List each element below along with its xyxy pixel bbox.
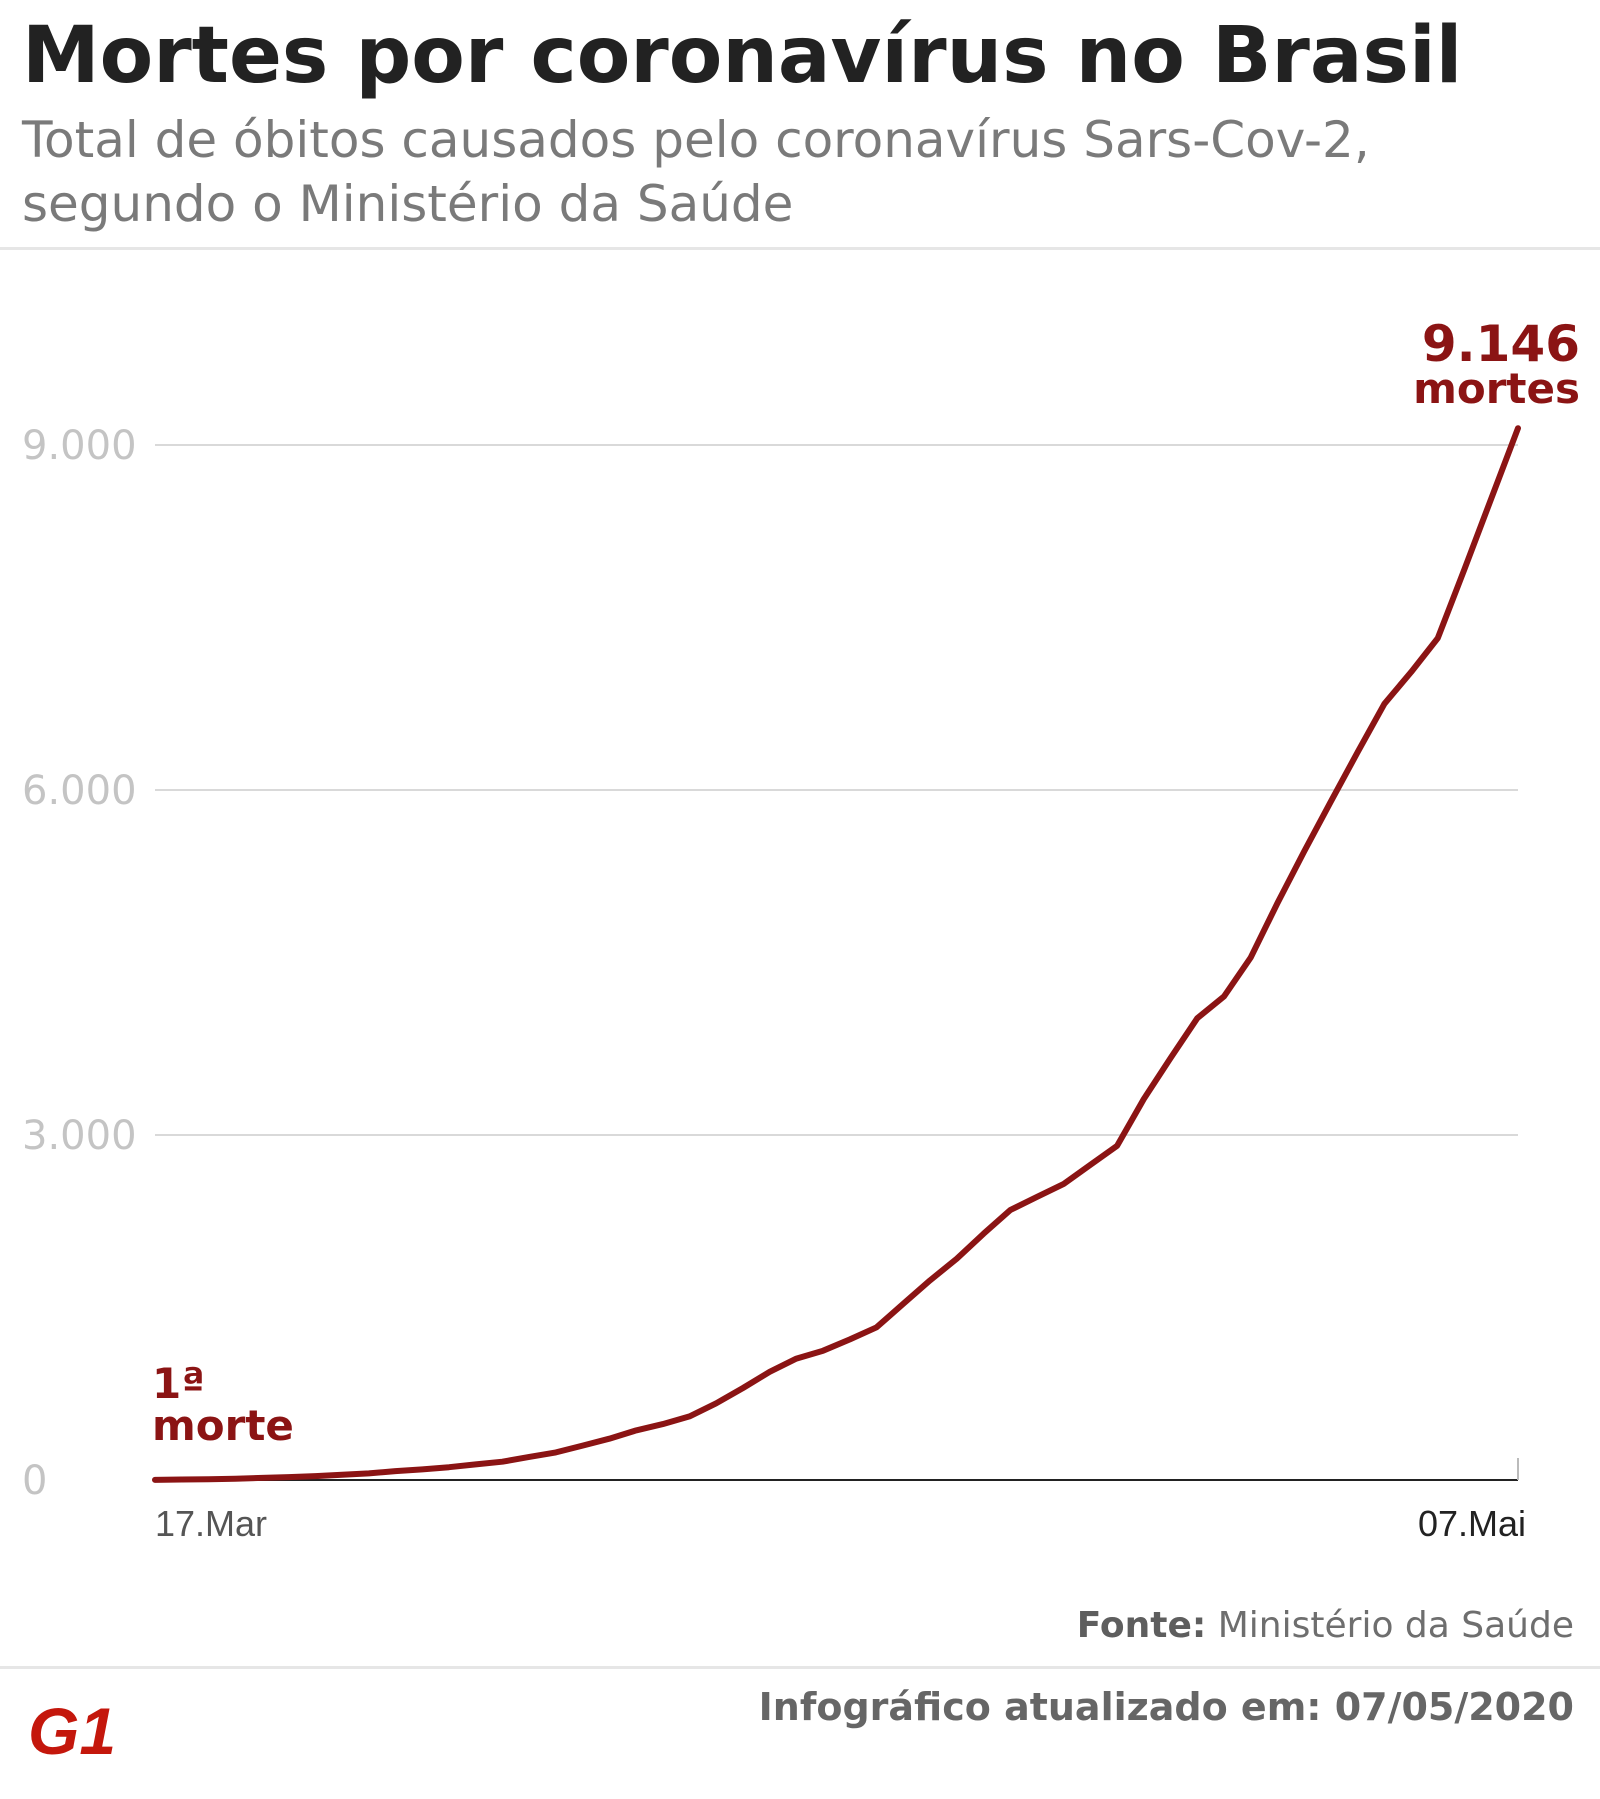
- source-note: Fonte: Ministério da Saúde: [1077, 1605, 1574, 1646]
- data-point: [1276, 901, 1279, 905]
- data-point: [768, 1370, 772, 1374]
- data-point: [982, 1232, 985, 1236]
- header-divider: [0, 247, 1600, 250]
- data-point: [1409, 670, 1413, 674]
- source-text: Ministério da Saúde: [1206, 1605, 1574, 1646]
- chart-subtitle: Total de óbitos causados pelo coronavíru…: [22, 111, 1370, 233]
- data-point: [1008, 1208, 1012, 1212]
- source-label: Fonte:: [1076, 1605, 1207, 1646]
- data-point: [287, 1475, 291, 1479]
- data-point: [875, 1325, 879, 1329]
- data-point: [340, 1473, 344, 1477]
- data-point: [661, 1422, 665, 1426]
- data-point: [1516, 426, 1520, 430]
- series-line: [152, 425, 1521, 1483]
- y-tick-label: 3.000: [22, 1113, 137, 1159]
- data-point: [153, 1478, 157, 1482]
- data-point: [1062, 1182, 1066, 1186]
- data-point: [1115, 1144, 1119, 1148]
- data-point: [1195, 1016, 1199, 1020]
- latest-total-value-label: 9.146: [1422, 315, 1580, 373]
- data-point: [233, 1477, 237, 1481]
- grid-lines: [155, 444, 1519, 1481]
- data-point: [260, 1476, 264, 1480]
- data-point: [394, 1469, 397, 1473]
- data-point: [1142, 1097, 1146, 1101]
- updated-note: Infográfico atualizado em: 07/05/2020: [758, 1685, 1574, 1729]
- g1-logo: G1: [28, 1698, 116, 1760]
- data-point: [901, 1302, 905, 1306]
- data-point: [527, 1455, 531, 1459]
- data-point: [688, 1414, 691, 1418]
- x-tick-label: 07.Mai: [1418, 1503, 1526, 1544]
- data-point: [1302, 849, 1306, 853]
- data-point: [794, 1357, 798, 1361]
- data-point: [1088, 1163, 1092, 1167]
- data-point: [1489, 496, 1493, 500]
- data-point: [420, 1467, 424, 1471]
- series-layer: [152, 425, 1521, 1483]
- footer-divider: [0, 1666, 1600, 1669]
- data-point: [447, 1465, 451, 1469]
- data-point: [634, 1428, 638, 1432]
- y-tick-label: 9.000: [22, 423, 137, 469]
- data-point: [741, 1386, 745, 1390]
- y-axis-tick-labels: 0 3.000 6.000 9.000: [22, 423, 137, 1504]
- data-point: [607, 1437, 611, 1441]
- data-point: [1329, 799, 1333, 803]
- data-point: [367, 1471, 371, 1475]
- data-point: [554, 1450, 558, 1454]
- g1-logo-text: G1: [28, 1698, 116, 1760]
- data-point: [1222, 994, 1226, 998]
- y-tick-label: 6.000: [22, 768, 137, 814]
- data-point: [313, 1474, 317, 1478]
- data-point: [1035, 1195, 1039, 1199]
- chart-title: Mortes por coronavírus no Brasil: [22, 11, 1463, 101]
- x-axis-tick-labels: 17.Mar 07.Mai: [155, 1503, 1526, 1544]
- data-point: [955, 1257, 959, 1261]
- data-point: [1169, 1056, 1173, 1060]
- x-tick-label: 17.Mar: [155, 1503, 267, 1544]
- data-point: [1382, 702, 1386, 706]
- first-death-value-label: 1ª: [152, 1359, 205, 1408]
- data-point: [500, 1460, 504, 1464]
- data-point: [821, 1349, 825, 1353]
- data-point: [207, 1477, 210, 1481]
- data-point: [581, 1444, 585, 1448]
- data-point: [1463, 567, 1466, 571]
- data-point: [1436, 636, 1440, 640]
- data-point: [928, 1278, 932, 1282]
- data-point: [1356, 750, 1360, 754]
- y-tick-label: 0: [22, 1458, 47, 1504]
- data-point: [474, 1462, 478, 1466]
- latest-total-text-label: mortes: [1413, 364, 1580, 413]
- data-point: [180, 1478, 184, 1481]
- data-point: [714, 1401, 718, 1405]
- data-point: [1249, 956, 1253, 960]
- data-point: [848, 1337, 852, 1341]
- first-death-text-label: morte: [152, 1401, 294, 1450]
